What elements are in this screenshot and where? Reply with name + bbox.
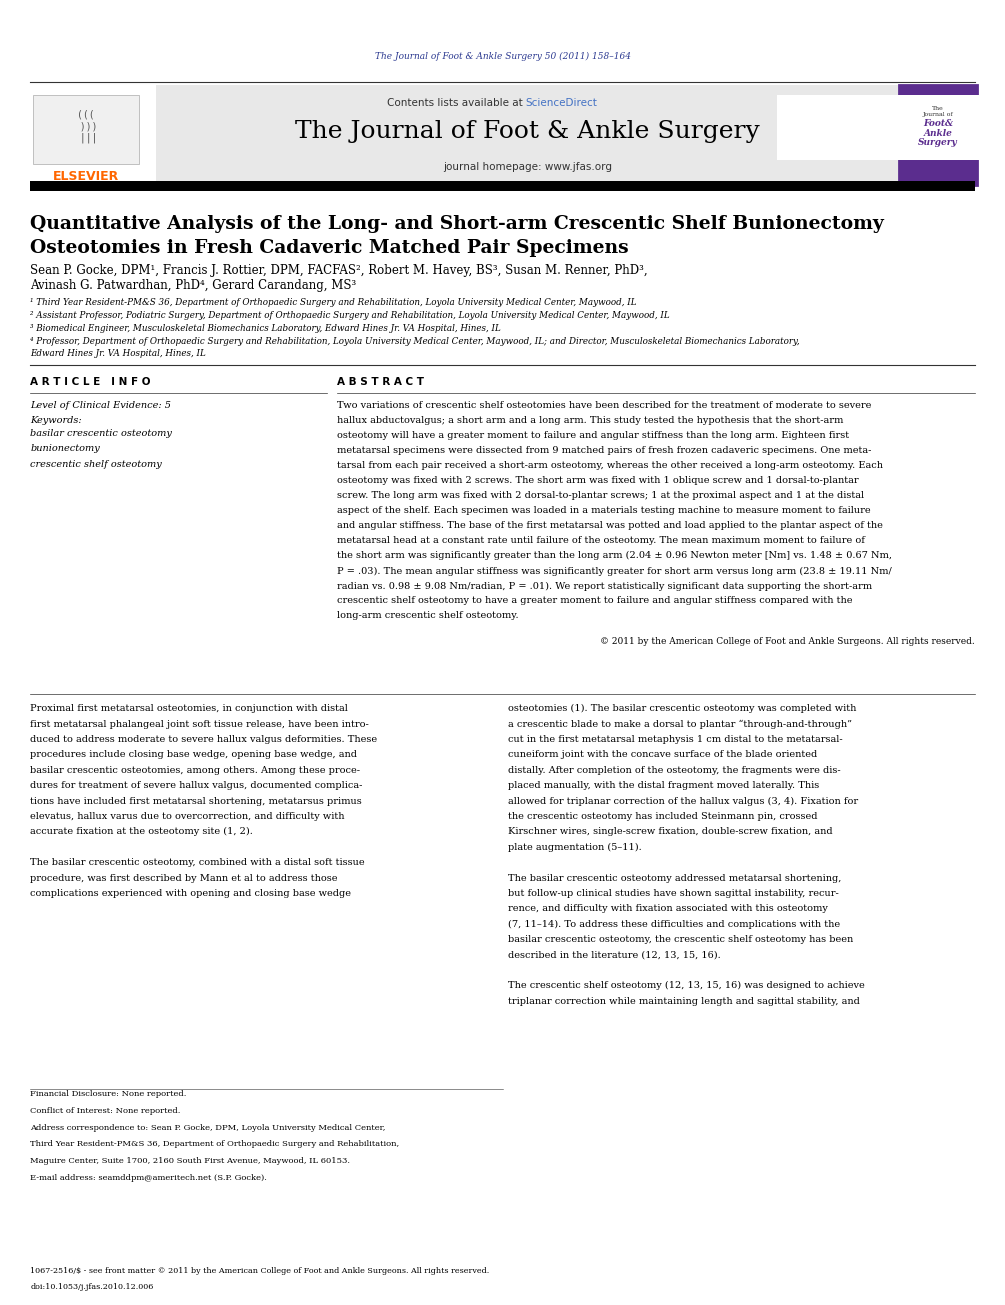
Text: the short arm was significantly greater than the long arm (2.04 ± 0.96 Newton me: the short arm was significantly greater … — [337, 552, 891, 560]
Text: Level of Clinical Evidence: 5: Level of Clinical Evidence: 5 — [30, 402, 171, 410]
Text: ScienceDirect: ScienceDirect — [526, 98, 598, 108]
Text: Avinash G. Patwardhan, PhD⁴, Gerard Carandang, MS³: Avinash G. Patwardhan, PhD⁴, Gerard Cara… — [30, 279, 357, 292]
Text: and angular stiffness. The base of the first metatarsal was potted and load appl: and angular stiffness. The base of the f… — [337, 522, 882, 530]
Text: metatarsal specimens were dissected from 9 matched pairs of fresh frozen cadaver: metatarsal specimens were dissected from… — [337, 446, 871, 455]
Text: ³ Biomedical Engineer, Musculoskeletal Biomechanics Laboratory, Edward Hines Jr.: ³ Biomedical Engineer, Musculoskeletal B… — [30, 325, 500, 333]
Bar — [33, 95, 139, 164]
Text: cut in the first metatarsal metaphysis 1 cm distal to the metatarsal-: cut in the first metatarsal metaphysis 1… — [508, 735, 842, 744]
Text: described in the literature (12, 13, 15, 16).: described in the literature (12, 13, 15,… — [508, 950, 721, 959]
Text: a crescentic blade to make a dorsal to plantar “through-and-through”: a crescentic blade to make a dorsal to p… — [508, 719, 851, 728]
Text: procedures include closing base wedge, opening base wedge, and: procedures include closing base wedge, o… — [30, 750, 357, 760]
Text: 1067-2516/$ - see front matter © 2011 by the American College of Foot and Ankle : 1067-2516/$ - see front matter © 2011 by… — [30, 1267, 489, 1275]
Text: Quantitative Analysis of the Long- and Short-arm Crescentic Shelf Bunionectomy: Quantitative Analysis of the Long- and S… — [30, 215, 884, 234]
Text: complications experienced with opening and closing base wedge: complications experienced with opening a… — [30, 889, 351, 898]
Text: tarsal from each pair received a short-arm osteotomy, whereas the other received: tarsal from each pair received a short-a… — [337, 462, 882, 470]
Text: Proximal first metatarsal osteotomies, in conjunction with distal: Proximal first metatarsal osteotomies, i… — [30, 705, 348, 713]
Bar — [899, 85, 977, 185]
Text: ¹ Third Year Resident-PM&S 36, Department of Orthopaedic Surgery and Rehabilitat: ¹ Third Year Resident-PM&S 36, Departmen… — [30, 299, 636, 307]
Bar — [777, 95, 1005, 161]
Text: Foot&
Ankle
Surgery: Foot& Ankle Surgery — [919, 119, 958, 147]
Text: crescentic shelf osteotomy to have a greater moment to failure and angular stiff: crescentic shelf osteotomy to have a gre… — [337, 596, 852, 606]
Text: (((
 )))
 |||: ((( ))) ||| — [74, 110, 97, 144]
Text: dures for treatment of severe hallux valgus, documented complica-: dures for treatment of severe hallux val… — [30, 782, 363, 790]
Text: A B S T R A C T: A B S T R A C T — [337, 377, 424, 388]
Text: Address correspondence to: Sean P. Gocke, DPM, Loyola University Medical Center,: Address correspondence to: Sean P. Gocke… — [30, 1124, 386, 1131]
Text: The Journal of Foot & Ankle Surgery 50 (2011) 158–164: The Journal of Foot & Ankle Surgery 50 (… — [375, 52, 630, 60]
Text: plate augmentation (5–11).: plate augmentation (5–11). — [508, 843, 641, 852]
Text: distally. After completion of the osteotomy, the fragments were dis-: distally. After completion of the osteot… — [508, 766, 840, 775]
Text: placed manually, with the distal fragment moved laterally. This: placed manually, with the distal fragmen… — [508, 782, 819, 790]
Text: journal homepage: www.jfas.org: journal homepage: www.jfas.org — [443, 162, 612, 172]
Text: Third Year Resident-PM&S 36, Department of Orthopaedic Surgery and Rehabilitatio: Third Year Resident-PM&S 36, Department … — [30, 1141, 399, 1148]
Text: ELSEVIER: ELSEVIER — [53, 170, 119, 183]
Text: osteotomy will have a greater moment to failure and angular stiffness than the l: osteotomy will have a greater moment to … — [337, 432, 849, 440]
Text: Contents lists available at: Contents lists available at — [387, 98, 526, 108]
Text: screw. The long arm was fixed with 2 dorsal-to-plantar screws; 1 at the proximal: screw. The long arm was fixed with 2 dor… — [337, 492, 864, 500]
Text: first metatarsal phalangeal joint soft tissue release, have been intro-: first metatarsal phalangeal joint soft t… — [30, 719, 369, 728]
Text: Kirschner wires, single-screw fixation, double-screw fixation, and: Kirschner wires, single-screw fixation, … — [508, 827, 832, 837]
Text: osteotomy was fixed with 2 screws. The short arm was fixed with 1 oblique screw : osteotomy was fixed with 2 screws. The s… — [337, 476, 858, 485]
Text: triplanar correction while maintaining length and sagittal stability, and: triplanar correction while maintaining l… — [508, 997, 859, 1006]
Text: basilar crescentic osteotomy: basilar crescentic osteotomy — [30, 429, 172, 437]
Text: bunionectomy: bunionectomy — [30, 445, 99, 453]
Text: basilar crescentic osteotomies, among others. Among these proce-: basilar crescentic osteotomies, among ot… — [30, 766, 360, 775]
Text: long-arm crescentic shelf osteotomy.: long-arm crescentic shelf osteotomy. — [337, 612, 519, 620]
Text: radian vs. 0.98 ± 9.08 Nm/radian, P = .01). We report statistically significant : radian vs. 0.98 ± 9.08 Nm/radian, P = .0… — [337, 582, 871, 590]
Text: © 2011 by the American College of Foot and Ankle Surgeons. All rights reserved.: © 2011 by the American College of Foot a… — [600, 637, 975, 646]
Text: The crescentic shelf osteotomy (12, 13, 15, 16) was designed to achieve: The crescentic shelf osteotomy (12, 13, … — [508, 981, 864, 990]
Text: the crescentic osteotomy has included Steinmann pin, crossed: the crescentic osteotomy has included St… — [508, 812, 817, 821]
Text: The basilar crescentic osteotomy, combined with a distal soft tissue: The basilar crescentic osteotomy, combin… — [30, 859, 365, 867]
Text: duced to address moderate to severe hallux valgus deformities. These: duced to address moderate to severe hall… — [30, 735, 377, 744]
Text: The Journal of Foot & Ankle Surgery: The Journal of Foot & Ankle Surgery — [295, 120, 760, 144]
Text: rence, and difficulty with fixation associated with this osteotomy: rence, and difficulty with fixation asso… — [508, 904, 827, 913]
Text: Two variations of crescentic shelf osteotomies have been described for the treat: Two variations of crescentic shelf osteo… — [337, 402, 871, 410]
Text: metatarsal head at a constant rate until failure of the osteotomy. The mean maxi: metatarsal head at a constant rate until… — [337, 536, 864, 545]
Text: Sean P. Gocke, DPM¹, Francis J. Rottier, DPM, FACFAS², Robert M. Havey, BS³, Sus: Sean P. Gocke, DPM¹, Francis J. Rottier,… — [30, 264, 648, 277]
Text: Conflict of Interest: None reported.: Conflict of Interest: None reported. — [30, 1107, 181, 1114]
Text: aspect of the shelf. Each specimen was loaded in a materials testing machine to : aspect of the shelf. Each specimen was l… — [337, 506, 870, 515]
Text: tions have included first metatarsal shortening, metatarsus primus: tions have included first metatarsal sho… — [30, 796, 362, 805]
Text: cuneiform joint with the concave surface of the blade oriented: cuneiform joint with the concave surface… — [508, 750, 817, 760]
Text: Financial Disclosure: None reported.: Financial Disclosure: None reported. — [30, 1090, 187, 1098]
Text: E-mail address: seamddpm@ameritech.net (S.P. Gocke).: E-mail address: seamddpm@ameritech.net (… — [30, 1174, 267, 1182]
Text: but follow-up clinical studies have shown sagittal instability, recur-: but follow-up clinical studies have show… — [508, 889, 838, 898]
Text: Edward Hines Jr. VA Hospital, Hines, IL: Edward Hines Jr. VA Hospital, Hines, IL — [30, 350, 206, 358]
Text: hallux abductovalgus; a short arm and a long arm. This study tested the hypothes: hallux abductovalgus; a short arm and a … — [337, 416, 843, 425]
Bar — [30, 181, 975, 191]
Text: The basilar crescentic osteotomy addressed metatarsal shortening,: The basilar crescentic osteotomy address… — [508, 873, 841, 882]
Text: crescentic shelf osteotomy: crescentic shelf osteotomy — [30, 461, 162, 468]
Text: allowed for triplanar correction of the hallux valgus (3, 4). Fixation for: allowed for triplanar correction of the … — [508, 796, 857, 805]
Text: osteotomies (1). The basilar crescentic osteotomy was completed with: osteotomies (1). The basilar crescentic … — [508, 705, 856, 713]
Text: procedure, was first described by Mann et al to address those: procedure, was first described by Mann e… — [30, 873, 338, 882]
Text: Maguire Center, Suite 1700, 2160 South First Avenue, Maywood, IL 60153.: Maguire Center, Suite 1700, 2160 South F… — [30, 1158, 350, 1165]
Text: P = .03). The mean angular stiffness was significantly greater for short arm ver: P = .03). The mean angular stiffness was… — [337, 566, 891, 576]
Text: elevatus, hallux varus due to overcorrection, and difficulty with: elevatus, hallux varus due to overcorrec… — [30, 812, 345, 821]
Text: Osteotomies in Fresh Cadaveric Matched Pair Specimens: Osteotomies in Fresh Cadaveric Matched P… — [30, 239, 629, 257]
Text: The
Journal of: The Journal of — [923, 106, 954, 124]
Text: ⁴ Professor, Department of Orthopaedic Surgery and Rehabilitation, Loyola Univer: ⁴ Professor, Department of Orthopaedic S… — [30, 338, 800, 346]
Text: doi:10.1053/j.jfas.2010.12.006: doi:10.1053/j.jfas.2010.12.006 — [30, 1283, 154, 1291]
Text: A R T I C L E   I N F O: A R T I C L E I N F O — [30, 377, 151, 388]
Text: accurate fixation at the osteotomy site (1, 2).: accurate fixation at the osteotomy site … — [30, 827, 253, 837]
Text: (7, 11–14). To address these difficulties and complications with the: (7, 11–14). To address these difficultie… — [508, 920, 839, 929]
Bar — [156, 85, 899, 185]
Text: ² Assistant Professor, Podiatric Surgery, Department of Orthopaedic Surgery and : ² Assistant Professor, Podiatric Surgery… — [30, 312, 669, 320]
Text: Keywords:: Keywords: — [30, 416, 81, 424]
Text: basilar crescentic osteotomy, the crescentic shelf osteotomy has been: basilar crescentic osteotomy, the cresce… — [508, 936, 853, 944]
